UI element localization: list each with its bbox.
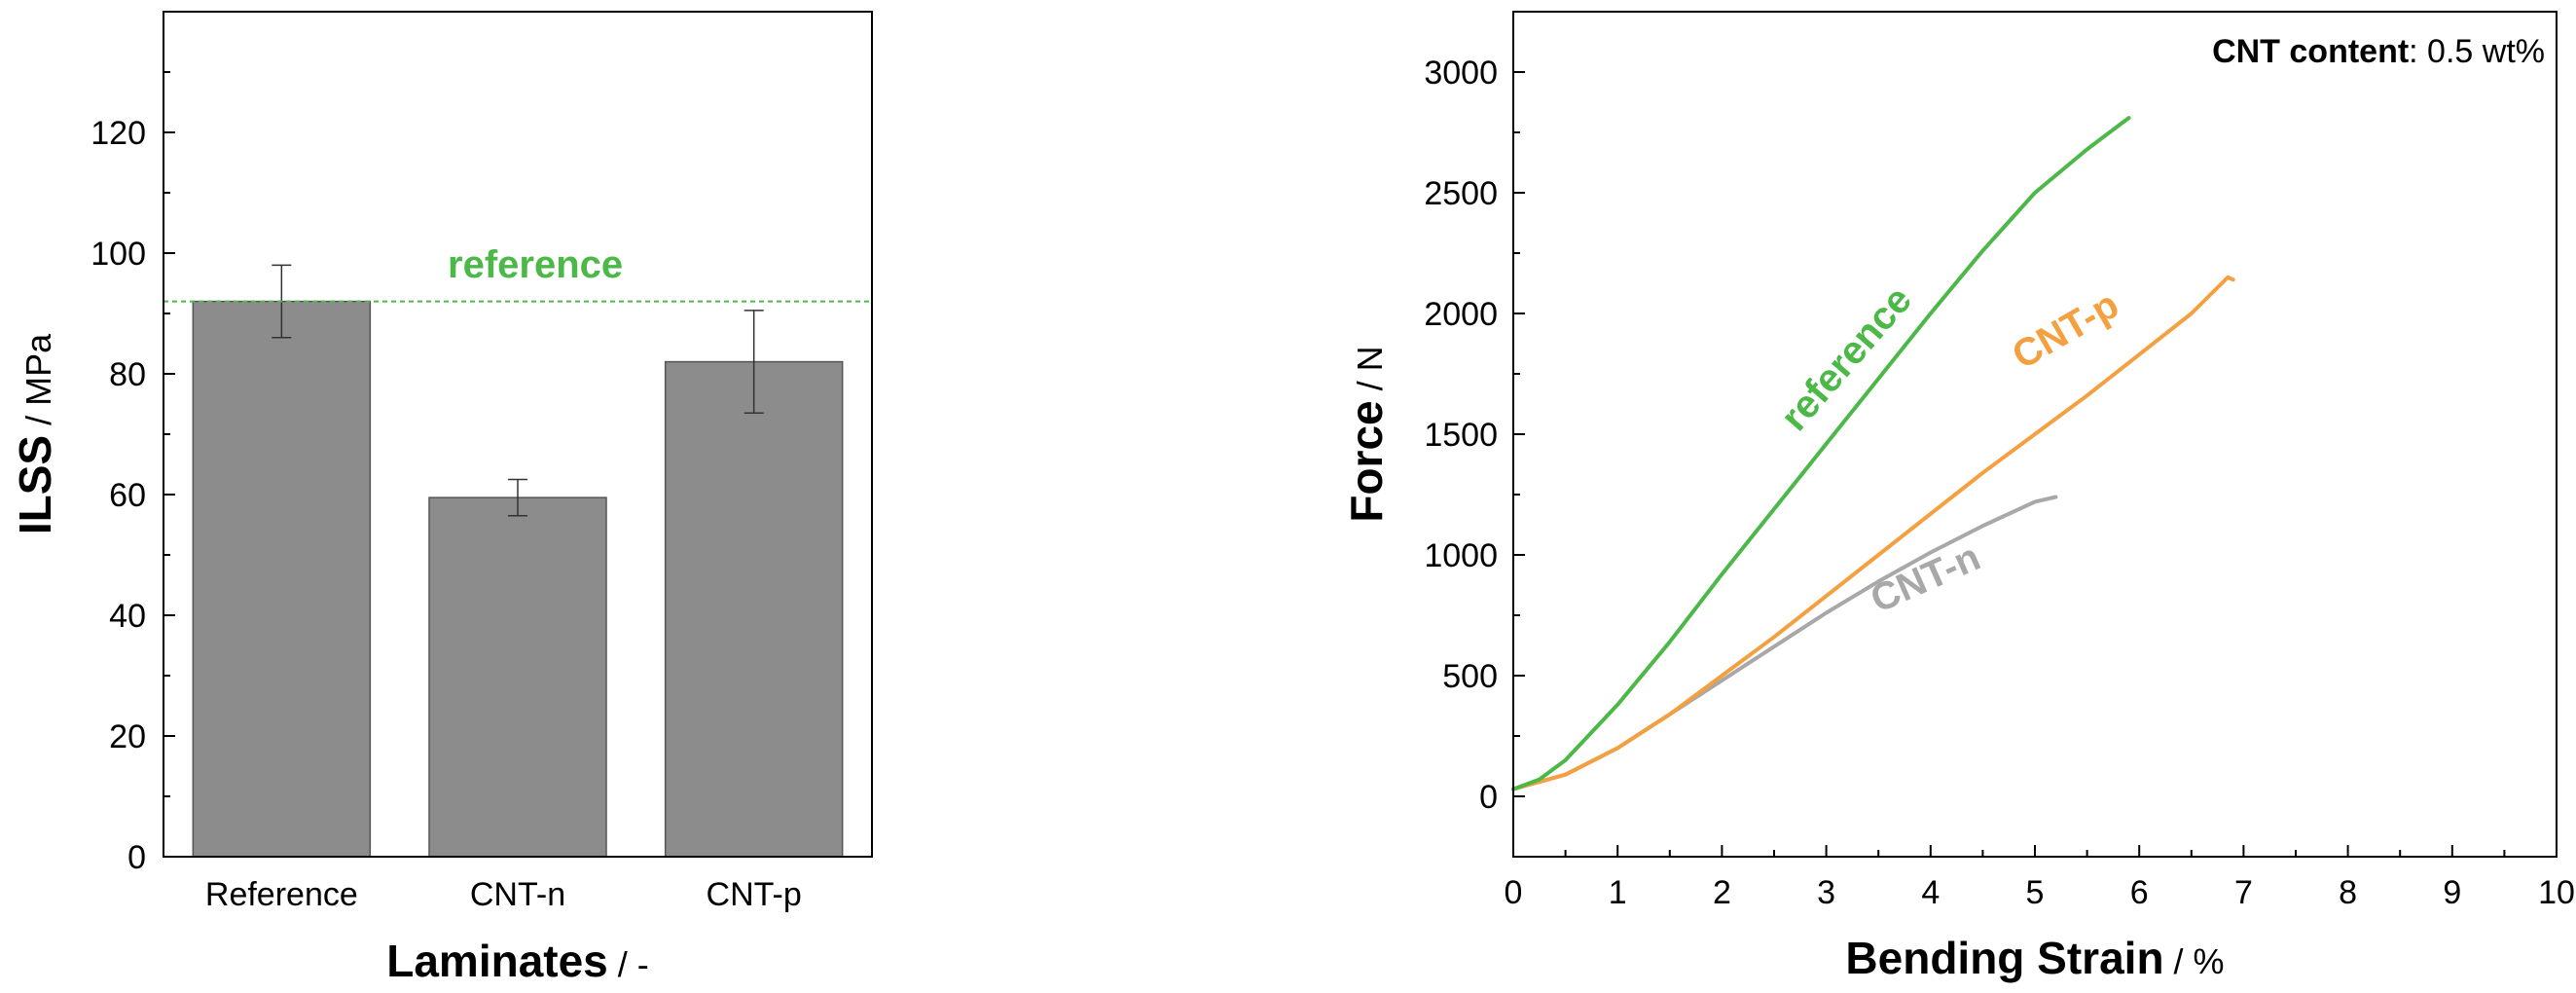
series-label-cnt-n: CNT-n [1865, 535, 1986, 621]
line-x-tick-label: 2 [1713, 874, 1731, 911]
bar-y-tick-label: 0 [127, 839, 146, 876]
line-x-tick-label: 3 [1817, 874, 1835, 911]
bar-x-axis-title-bold: Laminates [386, 936, 608, 986]
line-y-axis-title-bold: Force [1341, 400, 1392, 522]
line-x-tick-label: 8 [2339, 874, 2357, 911]
line-y-axis-title: Force / N [1341, 346, 1392, 522]
line-x-tick-label: 9 [2443, 874, 2461, 911]
bar-x-axis-title-unit: / - [608, 944, 649, 984]
series-line-reference [1511, 116, 2131, 791]
bar-category-label: CNT-p [707, 876, 802, 913]
line-x-axis: 0 1 2 3 4 5 6 7 8 9 10 [1505, 845, 2575, 911]
line-x-tick-label: 1 [1609, 874, 1627, 911]
bar-y-axis-title-unit: / MPa [18, 333, 58, 435]
annotation-rest: : 0.5 wt% [2409, 33, 2545, 70]
bar-y-tick-label: 120 [91, 115, 146, 152]
ilss-bar-chart: 0 20 40 60 80 100 120 Reference CNT-n CNT-p refe… [10, 11, 873, 986]
line-y-tick-label: 2500 [1424, 175, 1498, 212]
force-strain-line-chart: 0 500 1000 1500 2000 2500 3000 0 1 2 3 4 5 6 7 8 9 10 CN… [1341, 11, 2575, 983]
bar-y-tick-label: 40 [109, 598, 146, 635]
line-x-tick-label: 10 [2538, 874, 2575, 911]
bar-reference [192, 300, 372, 858]
bar-y-tick-label: 20 [109, 718, 146, 755]
line-x-tick-label: 0 [1505, 874, 1523, 911]
bar-y-axis: 0 20 40 60 80 100 120 [91, 71, 175, 876]
line-y-tick-label: 0 [1479, 779, 1498, 816]
bar-y-tick-label: 80 [109, 356, 146, 393]
line-y-tick-label: 500 [1442, 658, 1498, 695]
line-series [1511, 116, 2235, 791]
bar-y-tick-label: 100 [91, 236, 146, 273]
line-y-tick-label: 1500 [1424, 417, 1498, 454]
bar-y-axis-title: ILSS / MPa [10, 333, 60, 534]
bar-plot-frame [163, 11, 873, 858]
line-x-tick-label: 7 [2234, 874, 2253, 911]
line-y-tick-label: 1000 [1424, 537, 1498, 574]
bar-category-label: Reference [205, 876, 358, 913]
series-line-cnt-n [1511, 495, 2058, 791]
line-x-tick-label: 4 [1921, 874, 1940, 911]
bar-cnt-n [428, 496, 607, 858]
line-x-axis-title: Bending Strain / % [1845, 933, 2224, 983]
series-label-cnt-p: CNT-p [2006, 283, 2126, 378]
series-line-cnt-p [1511, 275, 2235, 791]
line-x-tick-label: 5 [2026, 874, 2045, 911]
cnt-content-annotation: CNT content: 0.5 wt% [2212, 33, 2545, 70]
line-y-axis-title-unit: / N [1350, 346, 1390, 400]
line-y-tick-label: 3000 [1424, 55, 1498, 92]
line-x-axis-title-unit: / % [2164, 941, 2225, 981]
line-x-axis-title-bold: Bending Strain [1845, 933, 2163, 983]
line-plot-frame [1512, 11, 2558, 858]
reference-line-label: reference [448, 243, 623, 286]
line-y-axis: 0 500 1000 1500 2000 2500 3000 [1424, 55, 1525, 816]
bar-category-label: CNT-n [470, 876, 565, 913]
annotation-bold: CNT content [2212, 33, 2409, 70]
bar-cnt-p [664, 360, 844, 858]
line-x-tick-label: 6 [2130, 874, 2149, 911]
bar-series [192, 264, 844, 858]
series-label-reference: reference [1773, 278, 1920, 439]
bar-y-tick-label: 60 [109, 477, 146, 514]
line-y-tick-label: 2000 [1424, 296, 1498, 333]
bar-x-axis-title: Laminates / - [386, 936, 649, 986]
bar-y-axis-title-bold: ILSS [10, 435, 60, 534]
